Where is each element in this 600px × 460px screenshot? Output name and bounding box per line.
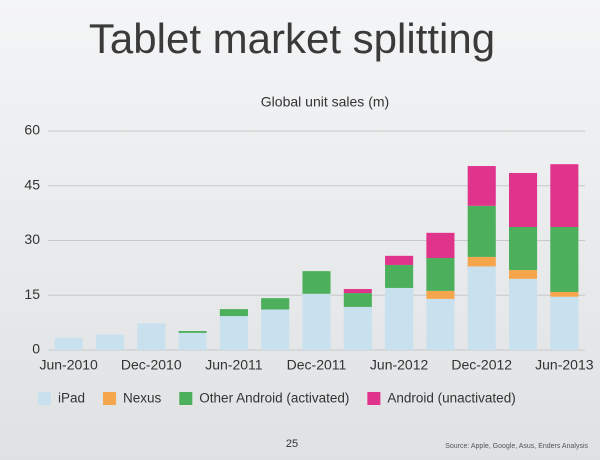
bar-segment xyxy=(385,287,414,350)
bar-segment xyxy=(467,256,496,267)
bar-segment xyxy=(426,298,455,350)
bar-segment xyxy=(54,337,83,350)
bar-segment xyxy=(302,271,331,294)
bar-segment xyxy=(426,258,455,291)
slide-title: Tablet market splitting xyxy=(89,15,495,62)
x-tick-label: Jun-2012 xyxy=(370,357,429,373)
legend-label: iPad xyxy=(58,391,85,406)
bar-segment xyxy=(550,291,579,297)
bar-segment xyxy=(178,331,207,333)
x-tick-label: Jun-2010 xyxy=(39,357,98,373)
bar-segment xyxy=(385,255,414,265)
bar-segment xyxy=(550,296,579,350)
x-tick-label: Dec-2010 xyxy=(121,357,182,373)
bar-segment xyxy=(219,309,248,317)
x-tick-label: Dec-2012 xyxy=(451,357,512,373)
bar-segment xyxy=(219,316,248,350)
bar-segment xyxy=(508,270,538,279)
legend-swatch xyxy=(367,392,381,405)
bar-segment xyxy=(261,298,290,310)
bar-segment xyxy=(343,306,372,350)
legend-label: Other Android (activated) xyxy=(199,391,349,406)
source-note: Source: Apple, Google, Asus, Enders Anal… xyxy=(445,443,588,450)
bar-segment xyxy=(385,264,414,288)
bar-segment xyxy=(467,166,496,206)
page-number: 25 xyxy=(286,438,298,450)
bar-segment xyxy=(261,309,290,350)
y-tick-label: 60 xyxy=(24,122,40,138)
bar-segment xyxy=(302,293,331,350)
bar-segment xyxy=(426,232,455,259)
bar-segment xyxy=(508,278,538,350)
legend-swatch xyxy=(38,392,51,405)
legend-swatch xyxy=(103,392,117,405)
x-tick-label: Jun-2011 xyxy=(205,357,263,373)
bar-segment xyxy=(137,323,166,350)
legend-label: Nexus xyxy=(123,391,162,406)
x-tick-label: Dec-2011 xyxy=(287,357,347,373)
chart-subtitle: Global unit sales (m) xyxy=(261,94,389,110)
y-tick-label: 45 xyxy=(24,176,40,192)
y-tick-label: 0 xyxy=(32,341,40,357)
bar-segment xyxy=(508,226,538,271)
bar-segment xyxy=(178,332,207,350)
legend-swatch xyxy=(179,392,193,405)
bar-segment xyxy=(550,226,579,292)
bar-segment xyxy=(550,164,579,227)
bar-segment xyxy=(467,205,496,257)
x-tick-label: Jun-2013 xyxy=(535,357,594,373)
bar-segment xyxy=(95,334,125,350)
bar-segment xyxy=(343,289,372,294)
bar-segment xyxy=(426,290,455,299)
y-tick-label: 30 xyxy=(24,231,40,247)
bar-segment xyxy=(343,293,372,307)
bar-segment xyxy=(508,172,538,227)
legend-label: Android (unactivated) xyxy=(387,391,515,406)
y-tick-label: 15 xyxy=(24,286,40,302)
bar-segment xyxy=(467,266,496,350)
